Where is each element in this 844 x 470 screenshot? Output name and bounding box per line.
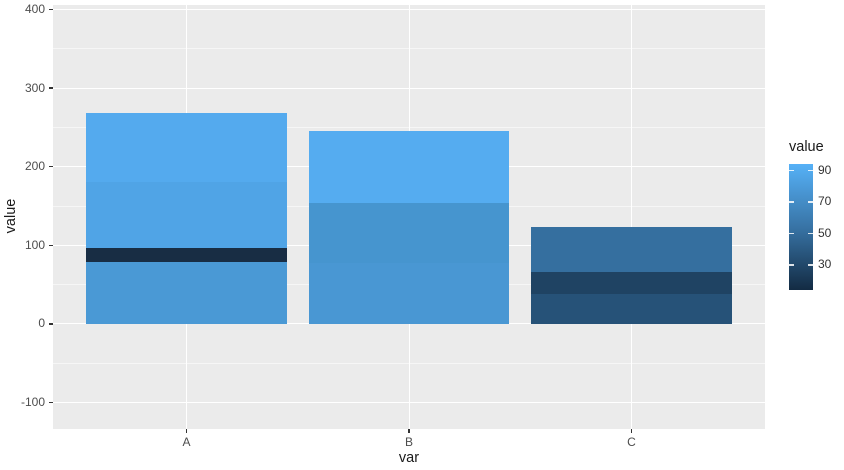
- bar-C-segment-3: [531, 227, 732, 272]
- bar-B: [308, 5, 510, 429]
- gridline-major-vertical: [631, 5, 632, 429]
- y-axis-tick-label: 300: [24, 80, 45, 95]
- y-axis-tick-label: 400: [24, 2, 45, 17]
- legend-tick-notch-left: [789, 264, 794, 266]
- bar-A-segment-1: [86, 261, 287, 324]
- y-axis-tick-mark: [48, 401, 53, 404]
- bar-A-segment-4: [86, 113, 287, 183]
- legend-tick-notch-left: [789, 169, 794, 172]
- y-axis-tick-label: 200: [24, 159, 45, 174]
- x-axis-tick-mark: [408, 429, 410, 433]
- y-axis-tick-mark: [48, 244, 53, 247]
- y-axis-tick-label: -100: [20, 394, 45, 409]
- bar-A: [86, 5, 287, 429]
- legend-tick-label: 50: [818, 225, 832, 240]
- y-axis-tick-mark: [48, 323, 53, 325]
- legend-tick-label: 70: [818, 194, 832, 209]
- x-axis-tick-label-B: B: [404, 435, 413, 449]
- legend-colorbar-gradient: [789, 164, 813, 290]
- bar-A-segment-3: [86, 182, 287, 249]
- x-axis-tick-label-C: C: [627, 435, 636, 449]
- x-axis-tick-mark: [185, 429, 188, 433]
- y-axis-tick-mark: [48, 8, 53, 11]
- plot-panel: [53, 5, 765, 429]
- y-axis-title: value: [3, 198, 19, 234]
- legend-tick-notch-right: [808, 169, 813, 172]
- bar-C-segment-1: [531, 293, 732, 324]
- bar-C-segment-2: [531, 271, 732, 294]
- legend-tick-notch-right: [808, 264, 813, 266]
- bar-B-segment-2: [308, 202, 510, 263]
- y-axis-tick-label: 100: [24, 237, 45, 252]
- legend-title: value: [789, 139, 824, 155]
- y-axis-tick-label: 0: [38, 316, 45, 331]
- legend-tick-notch-left: [789, 201, 794, 203]
- bar-B-segment-1: [308, 262, 510, 324]
- legend-tick-notch-right: [808, 201, 813, 203]
- y-axis-tick-mark: [48, 165, 53, 168]
- bar-A-segment-2: [86, 248, 287, 262]
- bar-C: [531, 5, 732, 429]
- legend-tick-notch-left: [789, 232, 794, 235]
- x-axis-tick-mark: [630, 429, 633, 433]
- legend-tick-label: 30: [818, 257, 832, 272]
- legend-tick-notch-right: [808, 232, 813, 235]
- y-axis-tick-mark: [48, 87, 53, 89]
- x-axis-tick-label-A: A: [182, 435, 191, 449]
- x-axis-title: var: [398, 450, 420, 466]
- legend-tick-label: 90: [818, 162, 832, 177]
- bar-B-segment-3: [308, 131, 510, 203]
